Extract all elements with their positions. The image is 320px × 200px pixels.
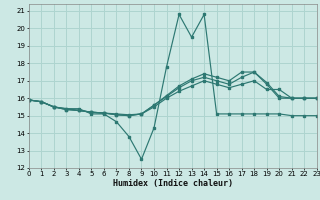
- X-axis label: Humidex (Indice chaleur): Humidex (Indice chaleur): [113, 179, 233, 188]
